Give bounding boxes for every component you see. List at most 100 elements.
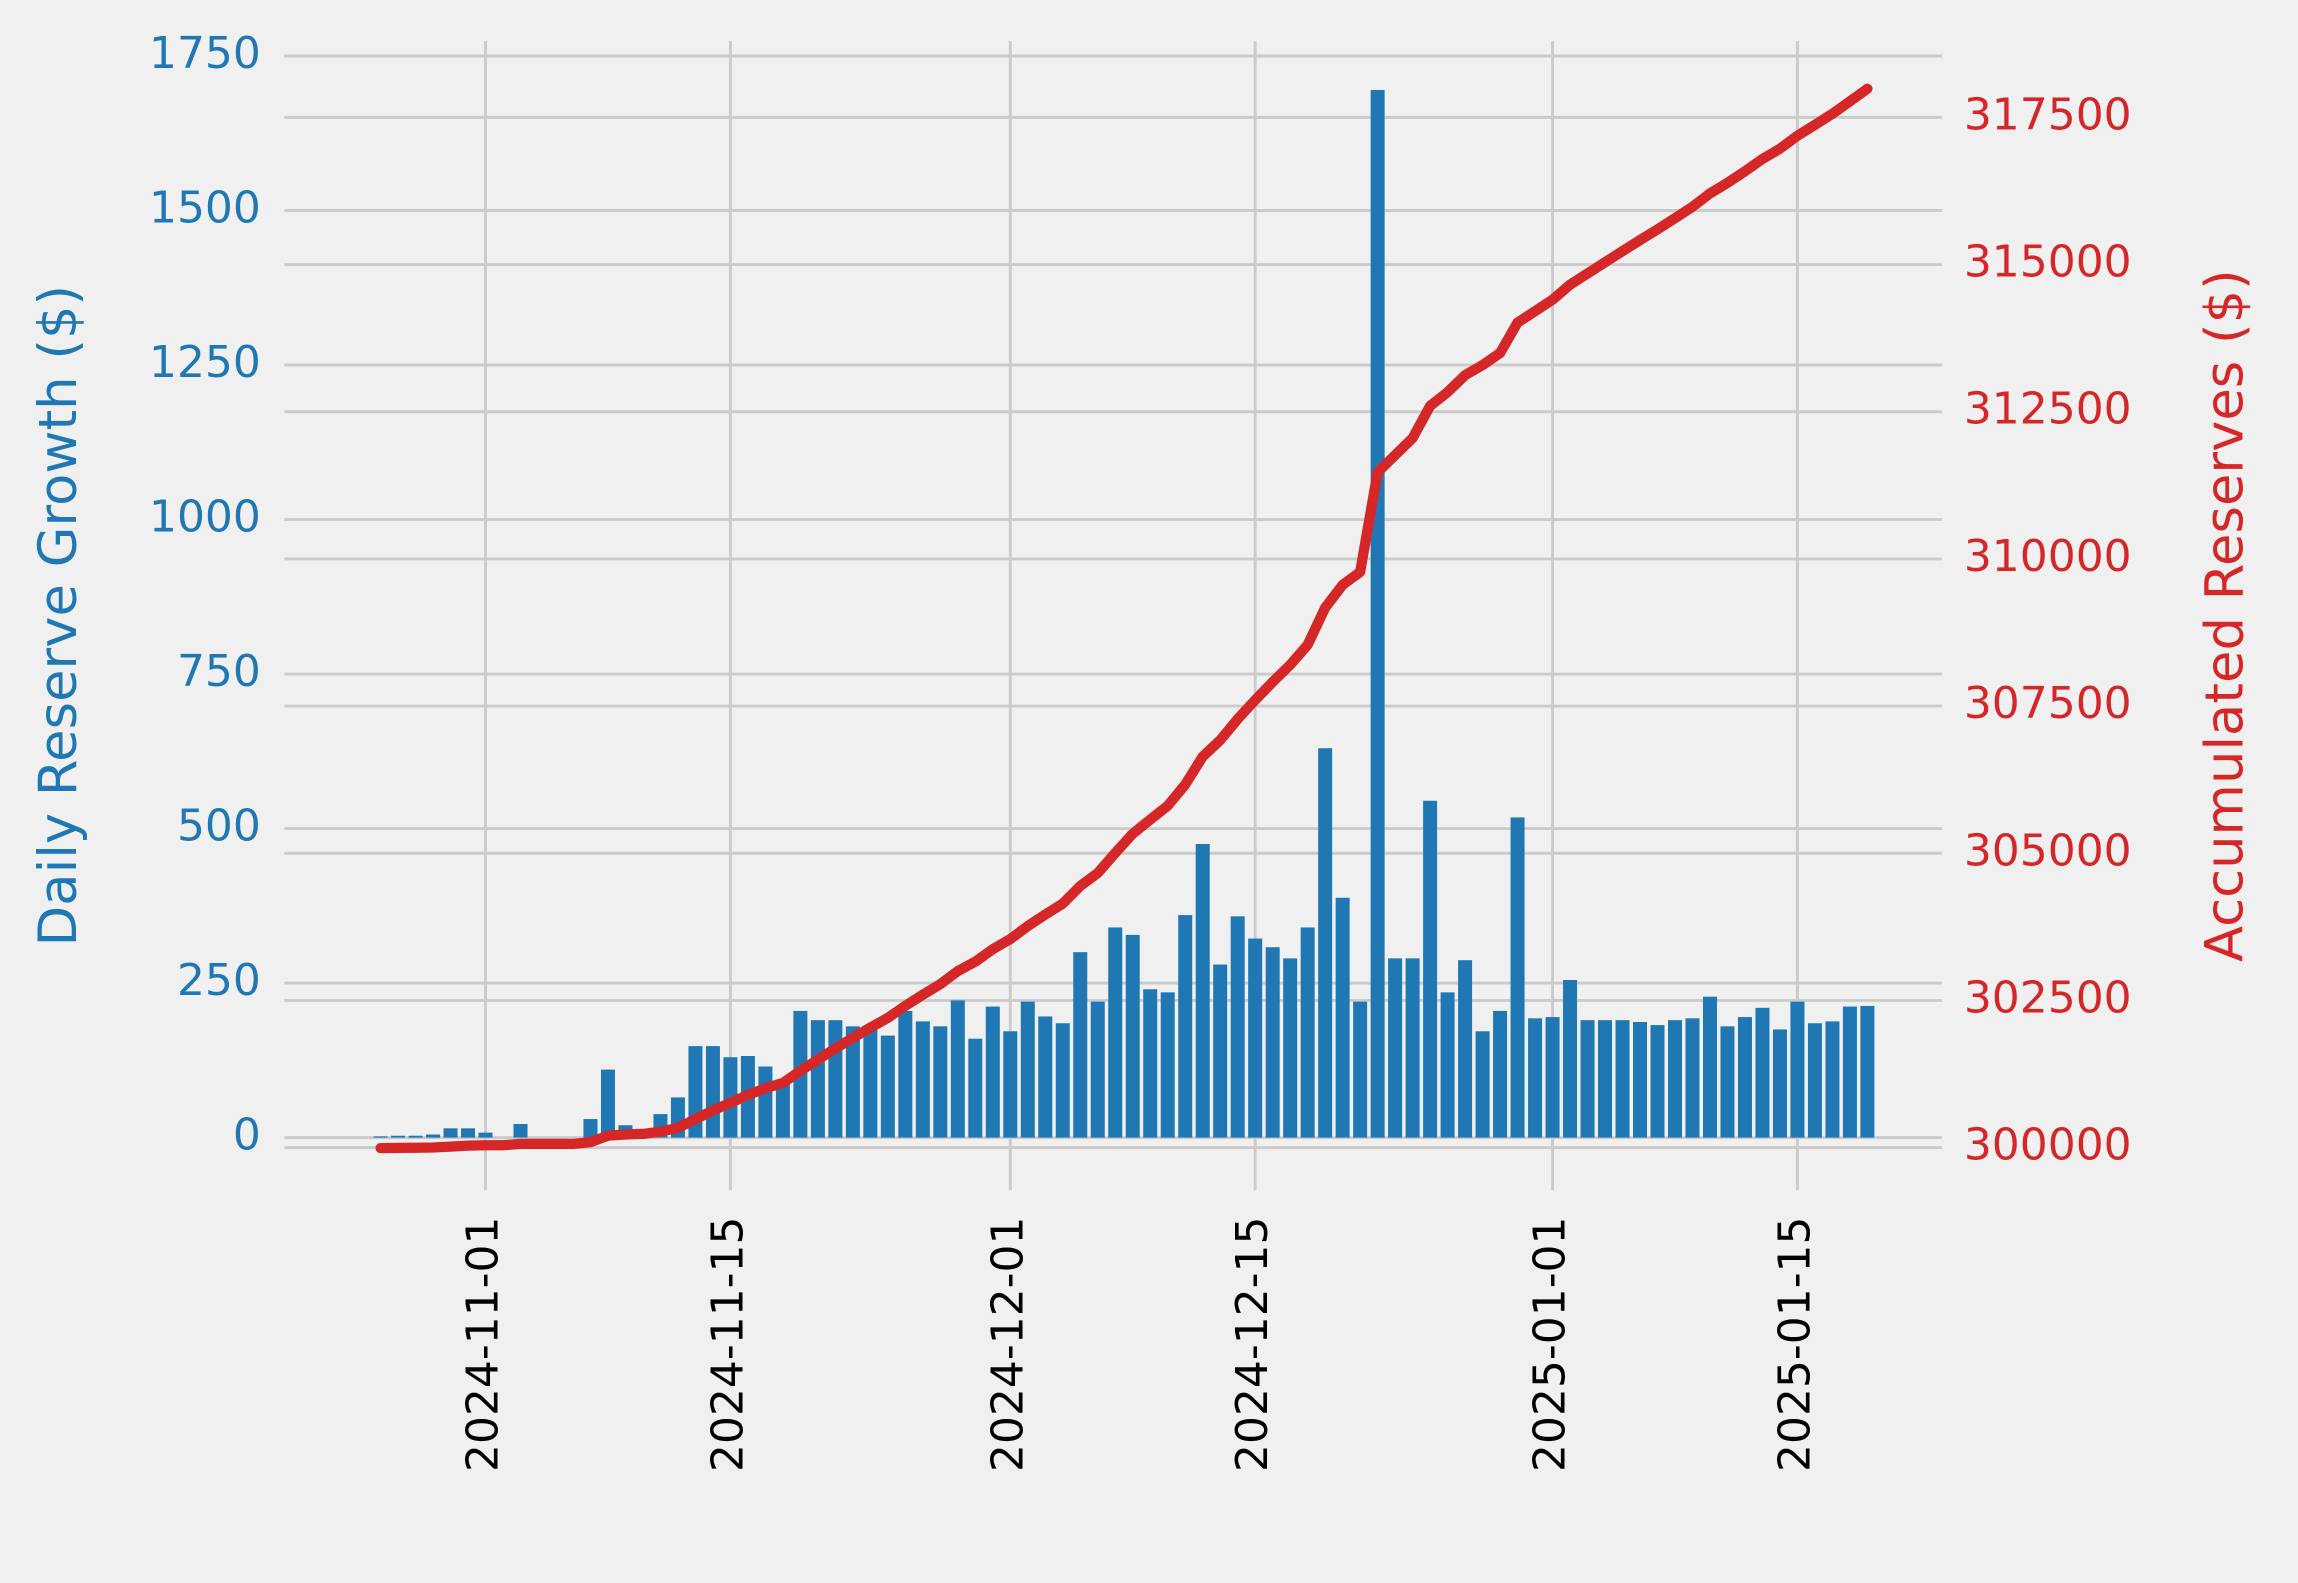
bar — [1772, 1029, 1787, 1138]
y2-tick-label: 305000 — [1964, 825, 2132, 876]
bar — [1388, 958, 1403, 1138]
x-tick-label: 2024-12-15 — [1227, 1217, 1278, 1472]
bar — [1423, 800, 1438, 1138]
bar — [1440, 992, 1455, 1138]
y-tick-label: 500 — [177, 801, 261, 852]
bar — [1667, 1020, 1682, 1138]
y2-axis-title: Accumulated Reserves ($) — [2194, 269, 2255, 962]
bar — [1737, 1017, 1752, 1138]
x-tick-label: 2024-12-01 — [982, 1217, 1033, 1472]
bar — [915, 1021, 930, 1138]
x-tick-label: 2024-11-01 — [458, 1217, 509, 1472]
bar — [1143, 989, 1158, 1138]
y2-tick-label: 307500 — [1964, 678, 2132, 729]
bar — [1563, 979, 1578, 1138]
bar — [1195, 844, 1210, 1138]
bar — [705, 1046, 720, 1138]
bar — [985, 1006, 1000, 1138]
bar — [758, 1066, 773, 1138]
bar — [1545, 1017, 1560, 1138]
bar — [968, 1038, 983, 1138]
bar — [1720, 1026, 1735, 1138]
x-tick-label: 2025-01-15 — [1769, 1217, 1820, 1472]
bar — [1230, 916, 1245, 1138]
bar — [478, 1132, 493, 1138]
bar — [898, 1010, 913, 1138]
y-tick-label: 1500 — [149, 183, 261, 234]
y2-tick-label: 300000 — [1964, 1120, 2132, 1171]
bar — [513, 1123, 528, 1138]
y-tick-label: 1750 — [149, 28, 261, 79]
bar — [443, 1128, 458, 1138]
bar — [845, 1026, 860, 1138]
y-axis-title: Daily Reserve Growth ($) — [28, 285, 89, 946]
bar — [1650, 1025, 1665, 1138]
bar — [1493, 1010, 1508, 1138]
bar — [880, 1035, 895, 1138]
bar — [1475, 1031, 1490, 1138]
bar — [1020, 1001, 1035, 1138]
bar — [933, 1026, 948, 1138]
bar — [1073, 952, 1088, 1138]
bar — [1510, 817, 1525, 1138]
y2-tick-label: 317500 — [1964, 89, 2132, 140]
bar — [1790, 1001, 1805, 1138]
y-tick-label: 250 — [177, 955, 261, 1006]
bar — [950, 1000, 965, 1138]
bar — [1598, 1020, 1613, 1138]
bar — [583, 1119, 598, 1138]
bar — [1685, 1018, 1700, 1138]
bar — [391, 1135, 406, 1138]
bar — [1807, 1023, 1822, 1138]
bar — [461, 1128, 476, 1138]
bar — [1055, 1023, 1070, 1138]
bar — [1090, 1001, 1105, 1138]
bar — [1633, 1022, 1648, 1138]
bar — [1702, 996, 1717, 1138]
bar — [1335, 897, 1350, 1138]
bar — [600, 1069, 615, 1138]
y2-tick-label: 310000 — [1964, 531, 2132, 582]
x-tick-label: 2025-01-01 — [1525, 1217, 1576, 1472]
x-tick-label: 2024-11-15 — [702, 1217, 753, 1472]
y2-tick-label: 302500 — [1964, 972, 2132, 1023]
bar — [810, 1020, 825, 1138]
bar — [1860, 1005, 1875, 1138]
line — [375, 83, 1873, 1154]
y2-tick-label: 312500 — [1964, 384, 2132, 435]
bar — [426, 1134, 441, 1138]
bar — [1353, 1001, 1368, 1138]
bar — [1108, 927, 1123, 1138]
bar — [775, 1081, 790, 1138]
bar — [1842, 1006, 1857, 1138]
bar — [1178, 915, 1193, 1138]
bar — [1458, 960, 1473, 1138]
y-tick-label: 1250 — [149, 337, 261, 388]
bar — [1160, 992, 1175, 1138]
bar — [1248, 938, 1263, 1138]
bar — [1300, 927, 1315, 1138]
bar — [1318, 748, 1333, 1138]
bar — [1580, 1020, 1595, 1138]
bar — [1528, 1018, 1543, 1138]
bar — [1283, 958, 1298, 1138]
bar — [1825, 1021, 1840, 1138]
bar — [1370, 89, 1385, 1138]
y-tick-label: 0 — [233, 1110, 261, 1161]
marks — [373, 83, 1875, 1154]
bar — [1213, 964, 1228, 1138]
grid — [284, 41, 1942, 1191]
bar — [863, 1029, 878, 1138]
bar — [1405, 958, 1420, 1138]
y-tick-label: 750 — [177, 646, 261, 697]
bar — [408, 1135, 423, 1138]
bar — [373, 1136, 388, 1138]
bar — [1265, 947, 1280, 1138]
y2-tick-label: 315000 — [1964, 237, 2132, 288]
bar — [1755, 1007, 1770, 1138]
bar — [1038, 1016, 1053, 1138]
bar — [1003, 1031, 1018, 1138]
bar — [1615, 1020, 1630, 1138]
